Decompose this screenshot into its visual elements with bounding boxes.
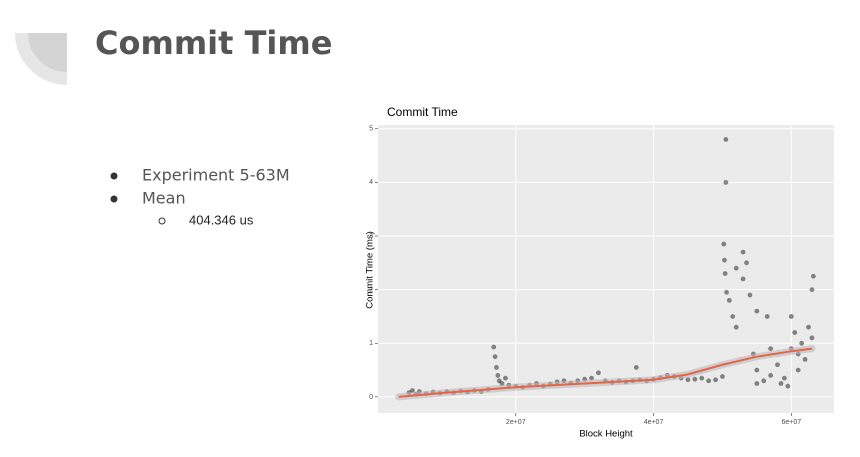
point	[692, 376, 698, 382]
point	[802, 356, 808, 362]
x-tick-label: 4e+07	[644, 419, 664, 426]
point	[809, 287, 815, 293]
point	[495, 373, 501, 378]
point	[491, 344, 497, 350]
point	[754, 381, 760, 386]
point	[768, 373, 774, 378]
point	[706, 378, 712, 384]
point	[699, 375, 705, 381]
point	[795, 367, 801, 373]
point	[799, 340, 805, 346]
plot-panel	[378, 125, 834, 413]
decoration	[28, 33, 67, 72]
point	[633, 365, 639, 370]
point	[782, 375, 787, 381]
point	[740, 276, 746, 282]
point	[723, 179, 729, 185]
point	[754, 308, 760, 314]
x-tick-label: 2e+07	[506, 419, 526, 426]
point	[809, 335, 815, 341]
point	[761, 378, 767, 384]
point	[792, 330, 798, 335]
smooth-line	[398, 347, 813, 398]
point	[733, 265, 739, 271]
y-tick-label: 4	[369, 179, 373, 186]
point	[722, 257, 727, 263]
point	[747, 292, 753, 298]
x-tick-label: 6e+07	[781, 419, 801, 426]
chart-title: Commit Time	[387, 105, 458, 119]
sub-bullet: 404.346 us	[189, 212, 254, 227]
point	[492, 354, 498, 360]
y-tick-label: 1	[369, 340, 373, 347]
point	[733, 324, 739, 330]
bullet-marker	[110, 195, 118, 203]
y-tick-label: 2	[369, 286, 373, 293]
point	[768, 346, 774, 352]
point	[806, 324, 811, 330]
point	[724, 289, 729, 295]
point	[722, 271, 728, 276]
bullet-marker	[110, 172, 118, 180]
point	[778, 381, 784, 386]
x-axis-label: Block Height	[579, 429, 633, 440]
bullet-marker	[158, 217, 166, 225]
point	[730, 314, 736, 319]
point	[754, 367, 760, 373]
point	[810, 273, 816, 279]
point	[785, 383, 791, 389]
y-tick-label: 5	[369, 126, 373, 133]
point	[726, 297, 732, 303]
point	[685, 377, 691, 383]
point	[775, 362, 780, 368]
bullet: Experiment 5-63M	[142, 166, 290, 185]
point	[499, 381, 505, 386]
point	[740, 249, 746, 255]
point	[713, 377, 718, 383]
point	[721, 241, 727, 247]
y-axis-label: Commit Time (ms)	[365, 231, 376, 309]
point	[788, 314, 794, 319]
point	[764, 314, 770, 319]
point	[496, 378, 502, 384]
point	[494, 365, 499, 370]
y-tick-label: 0	[369, 394, 373, 401]
point	[596, 370, 601, 376]
point	[744, 260, 749, 266]
bullet: Mean	[142, 189, 186, 208]
y-tick-label: 3	[369, 233, 373, 240]
slide-title: Commit Time	[95, 24, 332, 62]
point	[410, 388, 415, 393]
point	[589, 375, 594, 381]
point	[720, 374, 725, 379]
point	[503, 375, 508, 381]
point	[723, 137, 729, 142]
